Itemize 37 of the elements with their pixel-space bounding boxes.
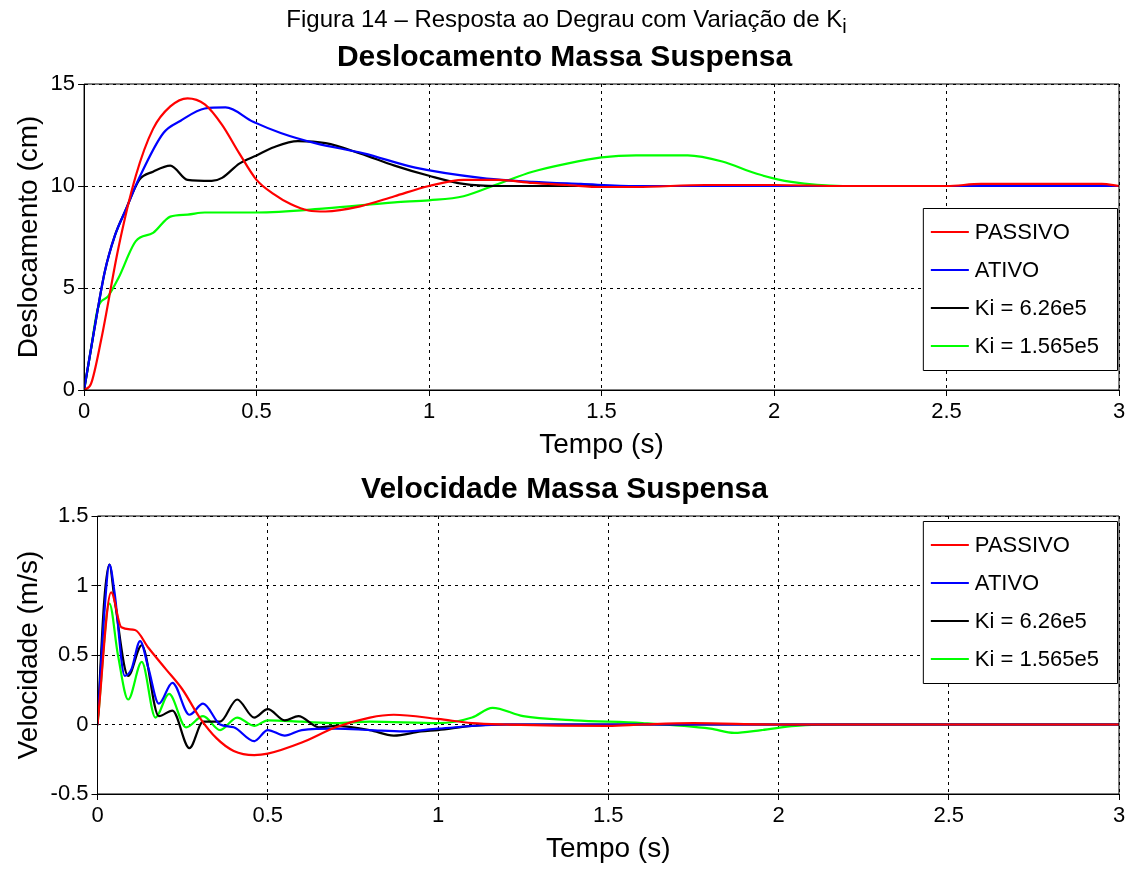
x-tick-label: 2 xyxy=(767,398,781,424)
y-tick-label: 1.5 xyxy=(57,502,89,528)
x-tick-label: 1 xyxy=(431,802,445,828)
y-tick-label: 1 xyxy=(76,571,89,597)
legend-label: ATIVO xyxy=(974,257,1040,283)
text: Figura 14 – Resposta ao Degrau com Variação de K$_{i}$ xyxy=(285,4,848,37)
x-tick-label: 2 xyxy=(772,802,785,828)
y-axis-title: Velocidade (m/s) xyxy=(11,550,43,760)
chart-title: Deslocamento Massa Suspensa xyxy=(336,39,793,73)
x-tick-label: 3 xyxy=(1112,802,1126,828)
legend-label: Ki = 1.565e5 xyxy=(974,646,1100,672)
x-tick-label: 1 xyxy=(422,398,436,424)
y-tick-label: 0.5 xyxy=(57,641,89,667)
x-tick-label: 3 xyxy=(1112,398,1126,424)
y-tick-label: -0.5 xyxy=(50,780,89,806)
y-axis-title: Deslocamento (cm) xyxy=(11,115,43,359)
y-tick-label: 0 xyxy=(62,376,76,402)
x-axis-title: Tempo (s) xyxy=(546,831,671,863)
x-tick-label: 1.5 xyxy=(592,802,624,828)
legend-label: Ki = 6.26e5 xyxy=(974,295,1087,321)
legend-label: ATIVO xyxy=(974,570,1040,596)
y-tick-label: 15 xyxy=(50,70,76,96)
legend-label: Ki = 6.26e5 xyxy=(974,608,1087,634)
x-tick-label: 1.5 xyxy=(586,398,617,424)
x-tick-label: 2.5 xyxy=(933,802,965,828)
x-tick-label: 0.5 xyxy=(241,398,272,424)
chart-title: Velocidade Massa Suspensa xyxy=(361,471,769,505)
x-axis-title: Tempo (s) xyxy=(539,427,664,459)
y-tick-label: 10 xyxy=(50,172,76,198)
y-tick-label: 0 xyxy=(76,710,89,736)
legend-label: PASSIVO xyxy=(974,219,1070,245)
legend-label: Ki = 1.565e5 xyxy=(974,333,1100,359)
legend-label: PASSIVO xyxy=(974,532,1070,558)
x-tick-label: 2.5 xyxy=(931,398,962,424)
x-tick-label: 0.5 xyxy=(252,802,284,828)
y-tick-label: 5 xyxy=(62,274,76,300)
line-series xyxy=(97,591,1119,757)
